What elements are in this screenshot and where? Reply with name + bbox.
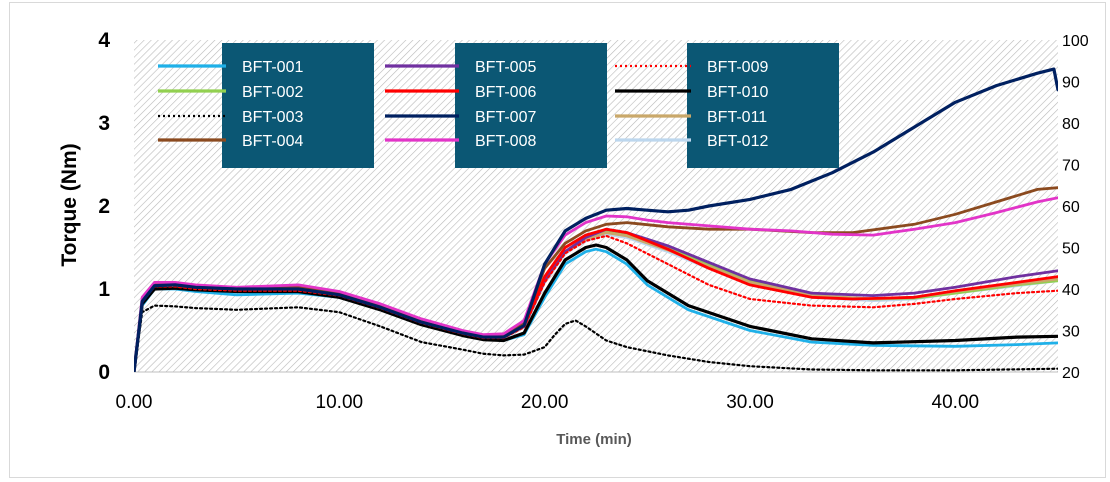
legend-label-bft-007: BFT-007 [475, 109, 536, 126]
legend-box [687, 43, 839, 168]
y-tick-label: 1 [98, 278, 110, 301]
legend-label-bft-009: BFT-009 [707, 59, 768, 76]
x-tick-label: 0.00 [116, 392, 153, 413]
y-tick-label: 0 [98, 361, 110, 384]
legend-label-bft-003: BFT-003 [242, 109, 303, 126]
legend-label-bft-006: BFT-006 [475, 84, 536, 101]
legend-box [222, 43, 374, 168]
series-line-bft-008 [134, 196, 1058, 372]
series-line-bft-003 [134, 304, 1058, 372]
y-tick-label: 2 [98, 195, 110, 218]
x-tick-label: 40.00 [932, 392, 980, 413]
legend-label-bft-010: BFT-010 [707, 84, 768, 101]
y2-tick-label: 40 [1062, 282, 1080, 299]
y2-tick-label: 90 [1062, 75, 1080, 92]
legend-box [455, 43, 607, 168]
legend-label-bft-008: BFT-008 [475, 133, 536, 150]
y-tick-label: 4 [98, 29, 110, 52]
y2-tick-label: 30 [1062, 324, 1080, 341]
y2-tick-label: 80 [1062, 116, 1080, 133]
x-tick-label: 30.00 [726, 392, 774, 413]
legend-label-bft-004: BFT-004 [242, 133, 303, 150]
x-axis-label: Time (min) [556, 431, 632, 448]
y2-tick-label: 60 [1062, 199, 1080, 216]
legend-label-bft-012: BFT-012 [707, 133, 768, 150]
legend-label-bft-001: BFT-001 [242, 59, 303, 76]
legend-label-bft-005: BFT-005 [475, 59, 536, 76]
legend: BFT-001 BFT-002 BFT-003 BFT-004 BFT-005 BFT-0… [158, 43, 839, 168]
y-axis-label: Torque (Nm) [58, 143, 81, 266]
x-tick-label: 20.00 [521, 392, 569, 413]
y2-tick-label: 70 [1062, 158, 1080, 175]
series-line-bft-007 [134, 67, 1058, 372]
legend-label-bft-002: BFT-002 [242, 84, 303, 101]
y2-tick-label: 20 [1062, 365, 1080, 382]
legend-label-bft-011: BFT-011 [707, 109, 767, 126]
series-line-bft-009 [134, 234, 1058, 372]
y2-tick-label: 50 [1062, 241, 1080, 258]
y2-tick-label: 100 [1062, 33, 1089, 50]
axes: 0.00 10.00 20.00 30.00 40.00 0 1 2 3 4 20 30 40 50 60 7… [98, 29, 1088, 413]
y-tick-label: 3 [98, 112, 110, 135]
series-group [134, 67, 1058, 372]
x-tick-label: 10.00 [316, 392, 364, 413]
